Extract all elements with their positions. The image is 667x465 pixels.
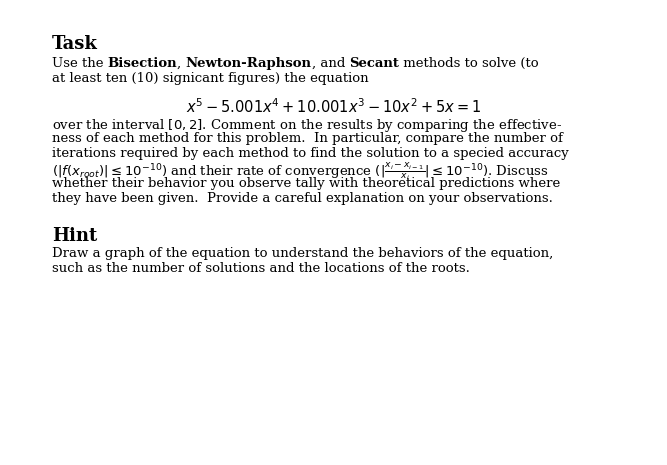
Text: Newton-Raphson: Newton-Raphson — [185, 57, 311, 70]
Text: iterations required by each method to find the solution to a specied accuracy: iterations required by each method to fi… — [52, 147, 569, 160]
Text: Draw a graph of the equation to understand the behaviors of the equation,: Draw a graph of the equation to understa… — [52, 247, 553, 260]
Text: Secant: Secant — [350, 57, 400, 70]
Text: Task: Task — [52, 35, 98, 53]
Text: such as the number of solutions and the locations of the roots.: such as the number of solutions and the … — [52, 263, 470, 275]
Text: whether their behavior you observe tally with theoretical predictions where: whether their behavior you observe tally… — [52, 177, 560, 190]
Text: Hint: Hint — [52, 227, 97, 245]
Text: $x^5 - 5.001x^4 + 10.001x^3 - 10x^2 + 5x = 1$: $x^5 - 5.001x^4 + 10.001x^3 - 10x^2 + 5x… — [186, 97, 481, 116]
Text: Bisection: Bisection — [108, 57, 177, 70]
Text: , and: , and — [311, 57, 350, 70]
Text: Use the: Use the — [52, 57, 108, 70]
Text: over the interval $[0, 2]$. Comment on the results by comparing the effective-: over the interval $[0, 2]$. Comment on t… — [52, 117, 562, 134]
Text: methods to solve (to: methods to solve (to — [400, 57, 539, 70]
Text: ness of each method for this problem.  In particular, compare the number of: ness of each method for this problem. In… — [52, 132, 563, 145]
Text: they have been given.  Provide a careful explanation on your observations.: they have been given. Provide a careful … — [52, 192, 553, 205]
Text: at least ten (10) signicant figures) the equation: at least ten (10) signicant figures) the… — [52, 72, 369, 85]
Text: ,: , — [177, 57, 185, 70]
Text: $(|f(x_{root})| \leq 10^{-10})$ and their rate of convergence $(|\frac{x_i-x_{i-: $(|f(x_{root})| \leq 10^{-10})$ and thei… — [52, 162, 548, 183]
